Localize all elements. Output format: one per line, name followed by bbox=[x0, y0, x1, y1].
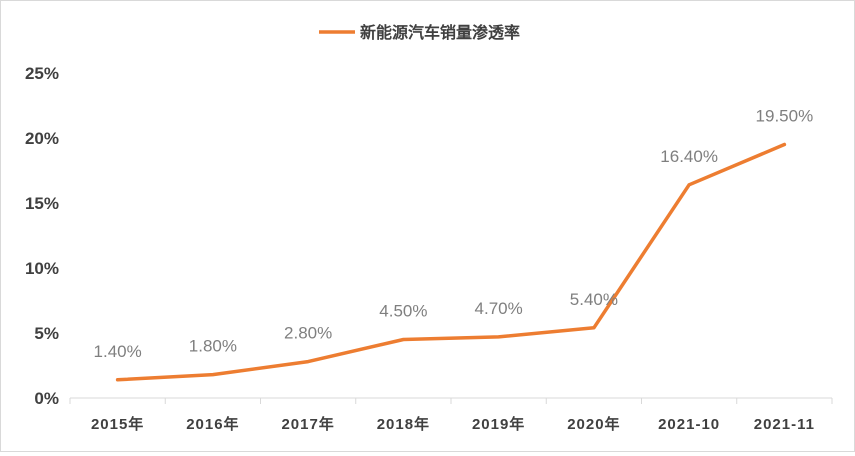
y-tick-label: 25% bbox=[25, 64, 59, 83]
data-point bbox=[592, 326, 596, 330]
x-tick-label: 2020年 bbox=[567, 415, 620, 433]
data-point bbox=[497, 335, 501, 339]
x-tick-label: 2021-10 bbox=[658, 416, 720, 433]
data-label: 5.40% bbox=[570, 290, 618, 309]
x-tick-label: 2016年 bbox=[186, 415, 239, 433]
legend: 新能源汽车销量渗透率 bbox=[319, 23, 520, 42]
legend-label: 新能源汽车销量渗透率 bbox=[360, 23, 520, 42]
x-tick-label: 2018年 bbox=[377, 415, 430, 433]
data-label: 2.80% bbox=[284, 324, 332, 343]
data-point bbox=[211, 373, 215, 377]
data-labels: 1.40% 1.80% 2.80% 4.50% 4.70% 5.40% 16.40% 19.5… bbox=[94, 107, 814, 361]
data-label: 4.70% bbox=[475, 299, 523, 318]
y-tick-label: 10% bbox=[25, 259, 59, 278]
x-tick-label: 2017年 bbox=[281, 415, 334, 433]
data-label: 16.40% bbox=[660, 147, 718, 166]
y-axis: 0% 5% 10% 15% 20% 25% bbox=[25, 64, 59, 408]
y-tick-label: 0% bbox=[34, 389, 59, 408]
x-tick-label: 2015年 bbox=[91, 415, 144, 433]
y-tick-label: 5% bbox=[34, 324, 59, 343]
data-point bbox=[782, 143, 786, 146]
data-point bbox=[306, 360, 310, 364]
x-axis: 2015年 2016年 2017年 2018年 2019年 2020年 2021-10 202… bbox=[69, 397, 833, 433]
data-point bbox=[116, 378, 120, 382]
series-line bbox=[115, 142, 787, 382]
y-tick-label: 15% bbox=[25, 194, 59, 213]
data-point bbox=[401, 338, 405, 341]
data-label: 4.50% bbox=[379, 302, 427, 321]
x-tick-label: 2019年 bbox=[472, 415, 525, 433]
x-tick-label: 2021-11 bbox=[754, 416, 815, 433]
data-label: 19.50% bbox=[756, 107, 814, 126]
data-point bbox=[687, 183, 691, 187]
y-tick-label: 20% bbox=[25, 129, 59, 148]
data-label: 1.80% bbox=[189, 337, 237, 356]
data-label: 1.40% bbox=[94, 342, 142, 361]
series-group bbox=[115, 142, 787, 382]
